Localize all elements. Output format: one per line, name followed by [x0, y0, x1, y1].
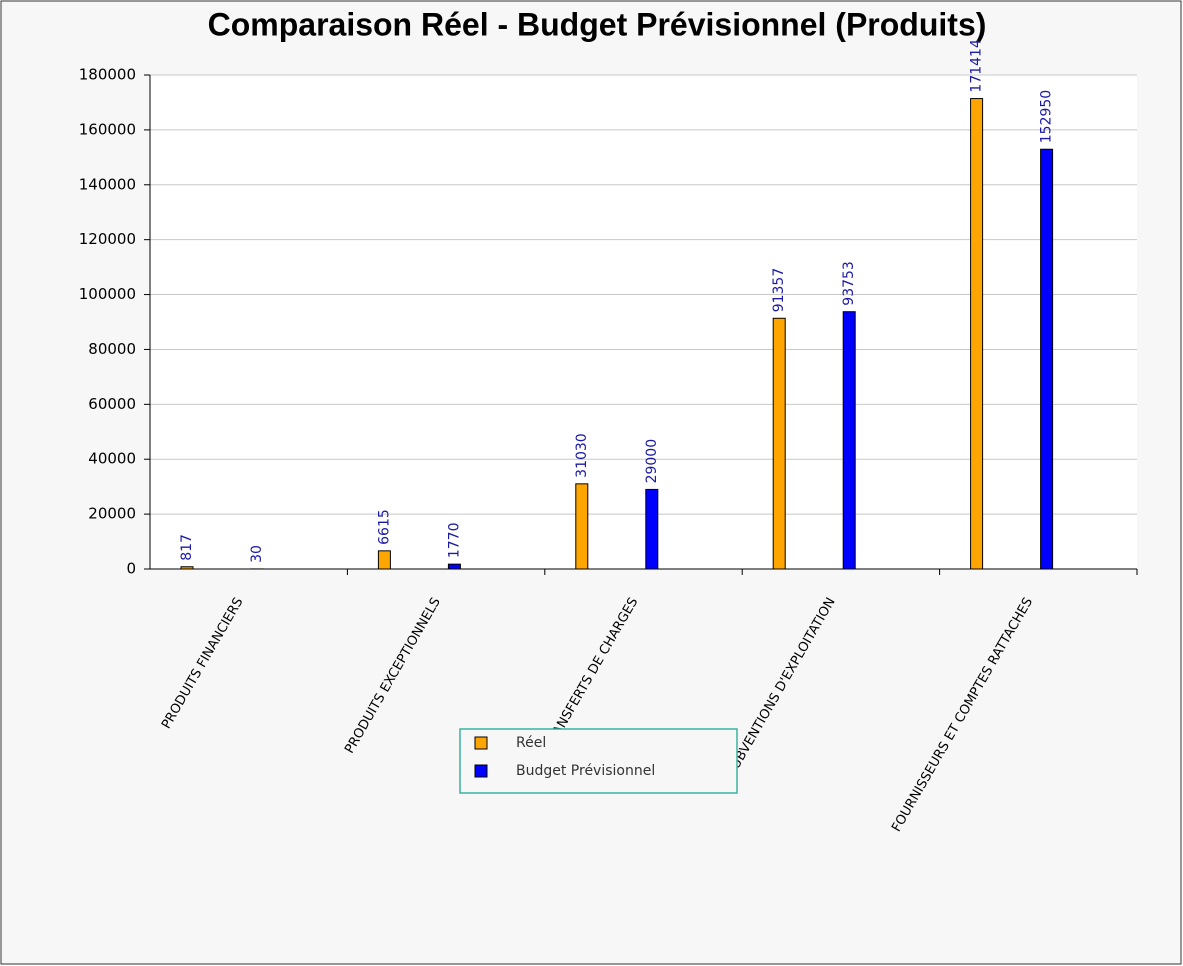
legend-label: Budget Prévisionnel	[516, 763, 655, 779]
y-tick-label: 140000	[79, 175, 136, 193]
bar	[180, 566, 194, 570]
bar	[772, 317, 786, 570]
value-label: 171414	[969, 39, 985, 93]
value-label: 1770	[446, 523, 462, 559]
value-label: 152950	[1039, 90, 1055, 143]
bar	[377, 550, 391, 570]
value-label: 817	[179, 534, 195, 561]
value-label: 29000	[644, 439, 660, 484]
bar	[575, 483, 589, 570]
bar	[1040, 148, 1054, 570]
legend-swatch	[474, 736, 488, 750]
value-label: 31030	[574, 433, 590, 478]
y-tick-label: 120000	[79, 230, 136, 248]
chart-title: Comparaison Réel - Budget Prévisionnel (…	[208, 6, 987, 42]
bar	[447, 563, 461, 570]
value-label: 6615	[376, 509, 392, 545]
y-tick-label: 100000	[79, 285, 136, 303]
y-tick-label: 80000	[88, 340, 136, 358]
bar	[645, 488, 659, 570]
legend-swatch	[474, 764, 488, 778]
y-tick-label: 40000	[88, 450, 136, 468]
value-label: 30	[249, 545, 265, 563]
y-tick-label: 180000	[79, 66, 136, 84]
value-label: 91357	[771, 268, 787, 313]
bar	[970, 98, 984, 570]
legend-box	[459, 728, 738, 794]
legend-label: Réel	[516, 735, 546, 751]
bar	[842, 311, 856, 570]
y-tick-label: 60000	[88, 395, 136, 413]
y-tick-label: 0	[126, 560, 136, 578]
y-tick-label: 20000	[88, 505, 136, 523]
y-tick-label: 160000	[79, 120, 136, 138]
plot-area	[150, 75, 1137, 569]
value-label: 93753	[841, 261, 857, 306]
